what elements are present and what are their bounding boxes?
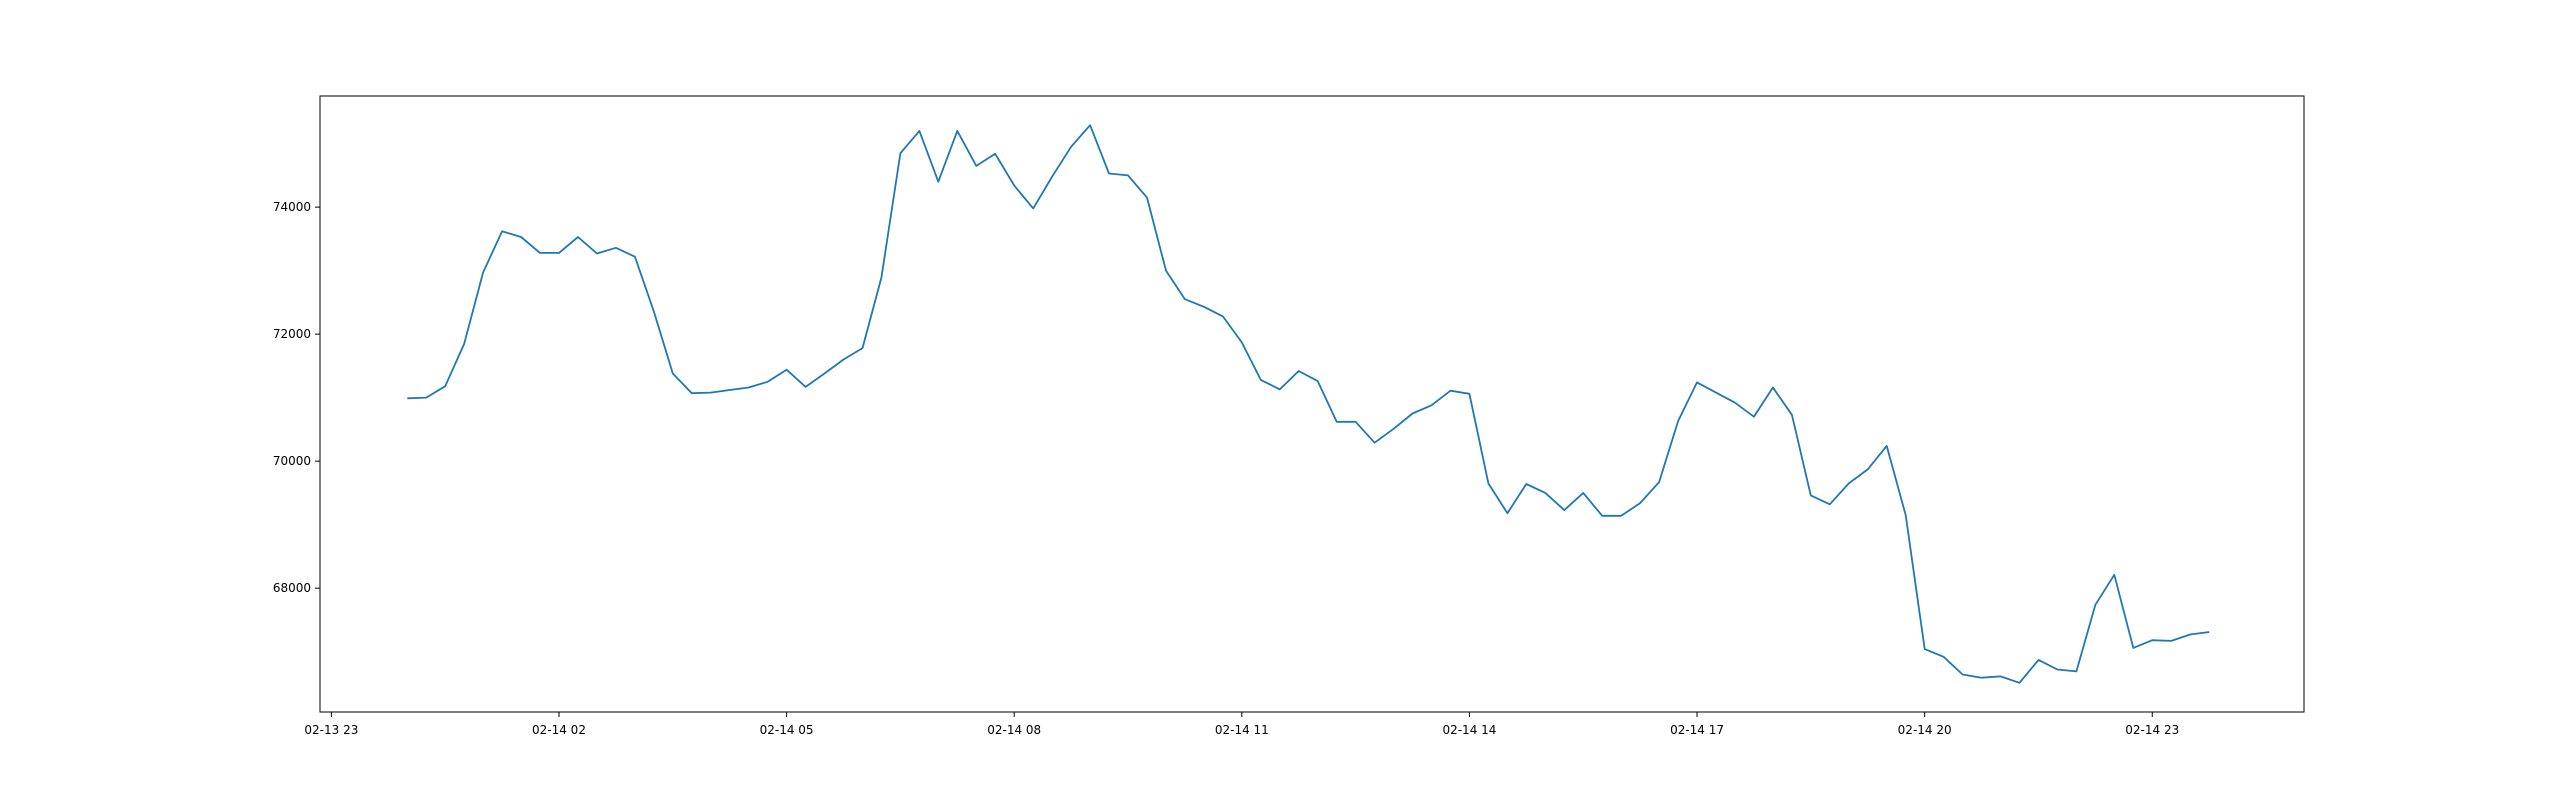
plot-background xyxy=(320,96,2304,712)
x-tick-label: 02-14 14 xyxy=(1442,723,1496,737)
x-tick-label: 02-14 23 xyxy=(2125,723,2179,737)
y-tick-label: 74000 xyxy=(273,200,311,214)
x-tick-label: 02-14 02 xyxy=(532,723,586,737)
y-tick-label: 68000 xyxy=(273,581,311,595)
y-axis: 68000 70000 72000 74000 xyxy=(273,200,320,595)
plot-content xyxy=(407,124,2210,684)
x-axis: 02-13 23 02-14 02 02-14 05 02-14 08 02-14 11… xyxy=(304,712,2179,737)
x-tick-label: 02-14 08 xyxy=(987,723,1041,737)
y-tick-label: 70000 xyxy=(273,454,311,468)
x-tick-label: 02-14 20 xyxy=(1898,723,1952,737)
x-tick-label: 02-14 11 xyxy=(1215,723,1269,737)
plot-frame xyxy=(319,95,2305,713)
series-line xyxy=(407,124,2210,684)
y-tick-label: 72000 xyxy=(273,327,311,341)
x-tick-label: 02-14 17 xyxy=(1670,723,1724,737)
x-tick-label: 02-14 05 xyxy=(760,723,814,737)
x-tick-label: 02-13 23 xyxy=(304,723,358,737)
